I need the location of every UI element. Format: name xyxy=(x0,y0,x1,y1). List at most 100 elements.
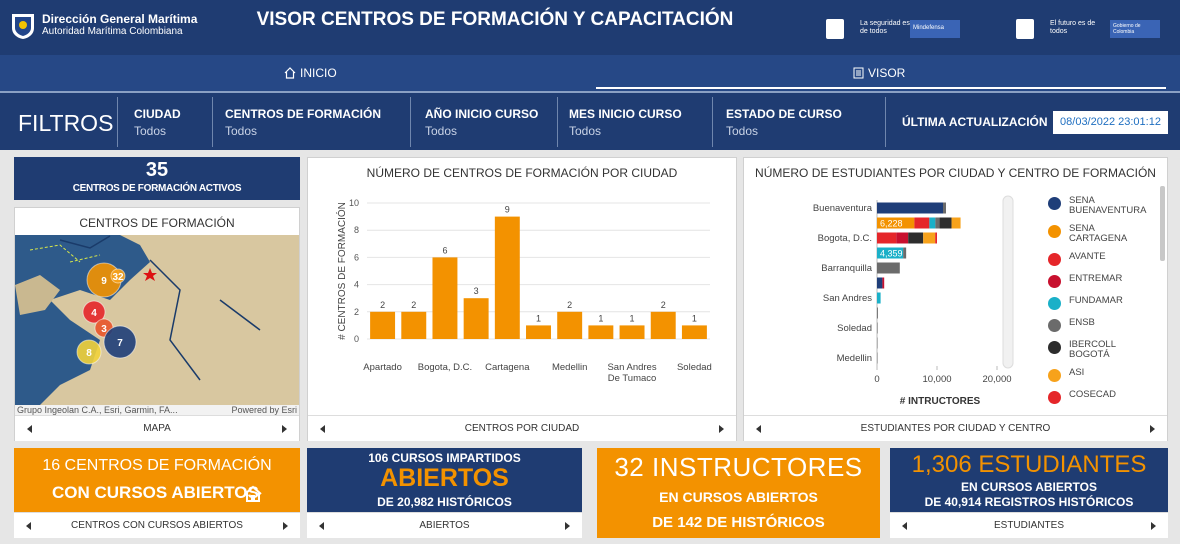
card-line: DE 20,982 HISTÓRICOS xyxy=(377,495,512,509)
updated-label: ÚLTIMA ACTUALIZACIÓN xyxy=(902,115,1048,129)
card-line: 1,306 ESTUDIANTES xyxy=(911,451,1147,478)
legend: SENA BUENAVENTURA SENA CARTAGENA AVANTE ENT… xyxy=(1045,196,1157,414)
tab-label: CENTROS CON CURSOS ABIERTOS xyxy=(71,520,243,531)
legend-label: COSECAD xyxy=(1069,389,1116,400)
org-name: Dirección General Marítima xyxy=(42,12,198,26)
prev[interactable] xyxy=(27,425,32,433)
legend-swatch xyxy=(1048,253,1061,266)
card-line: ABIERTOS xyxy=(380,464,509,492)
legend-swatch xyxy=(1048,275,1061,288)
legend-item: ASI xyxy=(1045,368,1157,382)
legend-item: ENTREMAR xyxy=(1045,274,1157,288)
legend-swatch xyxy=(1048,391,1061,404)
tab-bar: CENTROS POR CIUDAD xyxy=(308,415,736,441)
filters-title: FILTROS xyxy=(18,110,114,136)
legend-swatch xyxy=(1048,297,1061,310)
filter-value[interactable]: Todos xyxy=(225,124,258,138)
filter-label[interactable]: CIUDAD xyxy=(134,107,181,121)
divider xyxy=(410,97,411,147)
filter-value[interactable]: Todos xyxy=(134,124,167,138)
tab-bar: ESTUDIANTES POR CIUDAD Y CENTRO xyxy=(744,415,1167,441)
filter-label[interactable]: CENTROS DE FORMACIÓN xyxy=(225,107,381,121)
legend-item: FUNDAMAR xyxy=(1045,296,1157,310)
card-line: CON CURSOS ABIERTOS xyxy=(52,483,259,502)
legend-swatch xyxy=(1048,369,1061,382)
legend-swatch xyxy=(1048,341,1061,354)
nav-item[interactable]: VISOR xyxy=(868,66,906,80)
card-line: DE 142 DE HISTÓRICOS xyxy=(652,514,825,531)
card: 32 INSTRUCTORES EN CURSOS ABIERTOS DE 14… xyxy=(597,448,880,538)
card: 16 CENTROS DE FORMACIÓN CON CURSOS ABIER… xyxy=(14,448,300,512)
legend-label: ENTREMAR xyxy=(1069,273,1123,284)
home-icon xyxy=(284,67,296,79)
prev[interactable] xyxy=(320,425,325,433)
prev[interactable] xyxy=(902,522,907,530)
divider xyxy=(212,97,213,147)
nav-underline xyxy=(596,87,1166,89)
legend-item: COSECAD xyxy=(1045,390,1157,404)
tab-bar: CENTROS CON CURSOS ABIERTOS xyxy=(14,512,300,538)
prev[interactable] xyxy=(319,522,324,530)
x-tick-label: Cartagena xyxy=(485,362,530,373)
tab-label: CENTROS POR CIUDAD xyxy=(464,423,580,434)
doc-icon xyxy=(853,67,864,79)
prev[interactable] xyxy=(756,425,761,433)
legend-label: ENSB xyxy=(1069,317,1095,328)
legend-label: SENA CARTAGENA xyxy=(1069,223,1128,244)
page-title: VISOR CENTROS DE FORMACIÓN Y CAPACITACIÓ… xyxy=(256,9,734,30)
scrollbar[interactable] xyxy=(1160,186,1165,261)
filter-value[interactable]: Todos xyxy=(569,124,602,138)
filter-label[interactable]: AÑO INICIO CURSO xyxy=(425,107,539,121)
tab-bar: MAPA xyxy=(15,415,299,441)
filter-value[interactable]: Todos xyxy=(726,124,759,138)
divider xyxy=(712,97,713,147)
nav-item[interactable]: INICIO xyxy=(300,66,337,80)
stack-chart-panel: NÚMERO DE ESTUDIANTES POR CIUDAD Y CENTR… xyxy=(743,157,1168,441)
x-tick-label: San Andres De Tumaco xyxy=(607,362,657,384)
card: 106 CURSOS IMPARTIDOS ABIERTOS DE 20,982… xyxy=(307,448,582,512)
tab-label: ESTUDIANTES xyxy=(993,520,1064,531)
filter-value[interactable]: Todos xyxy=(425,124,458,138)
map-title: CENTROS DE FORMACIÓN xyxy=(79,216,235,230)
bar-chart-panel: NÚMERO DE CENTROS DE FORMACIÓN POR CIUDA… xyxy=(307,157,737,441)
card-line: DE 40,914 REGISTROS HISTÓRICOS xyxy=(924,495,1134,509)
tab-bar: ESTUDIANTES xyxy=(890,512,1168,538)
logo-badge: Mindefensa xyxy=(910,20,960,38)
home-icon xyxy=(244,485,262,502)
card-line: 32 INSTRUCTORES xyxy=(614,452,863,482)
x-tick-label: Apartado xyxy=(363,362,402,373)
legend-item: AVANTE xyxy=(1045,252,1157,266)
prev[interactable] xyxy=(26,522,31,530)
card-line: EN CURSOS ABIERTOS xyxy=(960,480,1098,494)
next[interactable] xyxy=(282,425,287,433)
legend-label: AVANTE xyxy=(1069,251,1106,262)
tab-label: ESTUDIANTES POR CIUDAD Y CENTRO xyxy=(860,423,1051,434)
next[interactable] xyxy=(283,522,288,530)
legend-item: ENSB xyxy=(1045,318,1157,332)
logo-icon xyxy=(1016,19,1034,39)
next[interactable] xyxy=(565,522,570,530)
legend-swatch xyxy=(1048,225,1061,238)
next[interactable] xyxy=(1150,425,1155,433)
logo-shield xyxy=(12,14,34,39)
updated-value: 08/03/2022 23:01:12 xyxy=(1053,111,1168,134)
legend-item: SENA CARTAGENA xyxy=(1045,224,1157,244)
logo-icon xyxy=(826,19,844,39)
filter-label[interactable]: MES INICIO CURSO xyxy=(569,107,682,121)
tab-bar: ABIERTOS xyxy=(307,512,582,538)
next[interactable] xyxy=(1151,522,1156,530)
card-line: 106 CURSOS IMPARTIDOS xyxy=(368,451,521,465)
filter-label[interactable]: ESTADO DE CURSO xyxy=(726,107,842,121)
x-tick-label: Medellin xyxy=(551,362,588,373)
kpi-card: 35 CENTROS DE FORMACIÓN ACTIVOS xyxy=(14,157,300,200)
logo-text: La seguridad es de todos xyxy=(860,20,910,35)
card-line: EN CURSOS ABIERTOS xyxy=(659,489,818,505)
chart-title: NÚMERO DE CENTROS DE FORMACIÓN POR CIUDA… xyxy=(366,166,678,180)
nav-bar: INICIO VISOR xyxy=(0,55,1180,91)
tab-label: MAPA xyxy=(143,423,171,434)
legend-item: IBERCOLL BOGOTÁ xyxy=(1045,340,1157,360)
separator xyxy=(0,91,1180,93)
legend-swatch xyxy=(1048,319,1061,332)
next[interactable] xyxy=(719,425,724,433)
